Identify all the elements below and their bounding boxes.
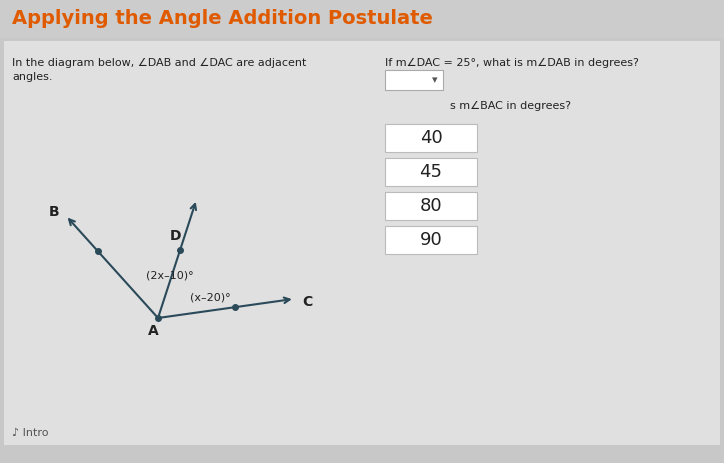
Bar [385, 124, 477, 152]
Text: In the diagram below, ∠DAB and ∠DAC are adjacent: In the diagram below, ∠DAB and ∠DAC are … [12, 58, 306, 68]
Bar [385, 192, 477, 220]
Text: (x–20)°: (x–20)° [190, 293, 231, 303]
Text: 45: 45 [419, 163, 442, 181]
Bar [385, 226, 477, 254]
Text: Applying the Angle Addition Postulate: Applying the Angle Addition Postulate [12, 10, 433, 29]
Text: ♪ Intro: ♪ Intro [12, 428, 49, 438]
Bar [385, 158, 477, 186]
Text: (2x–10)°: (2x–10)° [146, 271, 193, 281]
Bar [385, 70, 443, 90]
Text: A: A [148, 324, 159, 338]
Text: angles.: angles. [12, 72, 53, 82]
Text: D: D [169, 229, 181, 243]
Text: B: B [49, 206, 59, 219]
Text: 40: 40 [420, 129, 442, 147]
Text: ▾: ▾ [432, 75, 438, 85]
Text: 80: 80 [420, 197, 442, 215]
Text: C: C [303, 295, 313, 309]
Text: 90: 90 [420, 231, 442, 249]
Text: If m∠DAC = 25°, what is m∠DAB in degrees?: If m∠DAC = 25°, what is m∠DAB in degrees… [385, 58, 639, 68]
Bar [4, 41, 720, 445]
Bar [0, 0, 724, 38]
Text: s m∠BAC in degrees?: s m∠BAC in degrees? [450, 101, 571, 111]
